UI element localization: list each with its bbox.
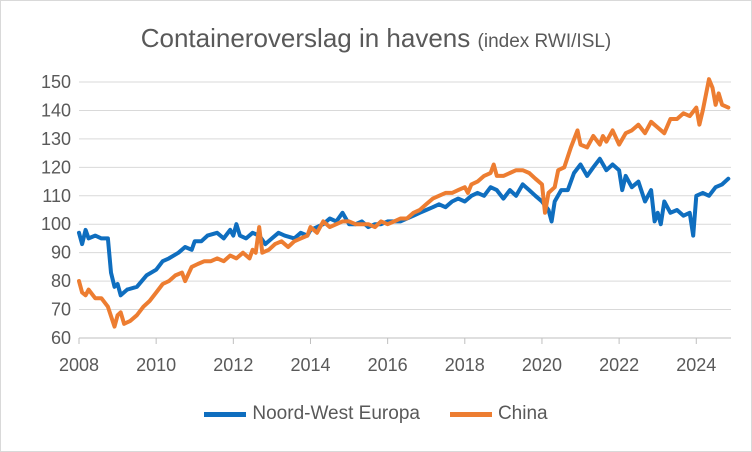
y-tick-label-60: 60 — [51, 328, 71, 348]
legend-item-china: China — [449, 403, 548, 425]
tick-labels: 60 70 80 90 100 110 120 130 140 150 2008 2010 2012 20… — [41, 72, 716, 375]
x-tick-label-2018: 2018 — [445, 355, 485, 375]
y-tick-label-110: 110 — [42, 186, 71, 206]
x-tick-label-2024: 2024 — [676, 355, 716, 375]
gridlines — [79, 81, 731, 311]
y-tick-label-150: 150 — [41, 72, 71, 92]
legend: Noord-West Europa China — [1, 403, 751, 425]
legend-swatch-noord-west-europa — [204, 411, 247, 417]
legend-label-noord-west-europa: Noord-West Europa — [252, 403, 420, 424]
x-tick-label-2016: 2016 — [368, 355, 408, 375]
x-tick-label-2008: 2008 — [59, 355, 99, 375]
x-tick-label-2022: 2022 — [599, 355, 639, 375]
line-chart: 60 70 80 90 100 110 120 130 140 150 2008 2010 2012 20… — [41, 72, 731, 375]
y-tick-label-140: 140 — [41, 100, 71, 120]
x-tick-label-2010: 2010 — [136, 355, 176, 375]
y-tick-label-70: 70 — [51, 300, 71, 320]
axes — [78, 337, 731, 344]
y-tick-label-90: 90 — [51, 243, 71, 263]
legend-swatch-china — [449, 411, 492, 417]
chart-title-text: Containeroverslag in havens — [140, 23, 471, 53]
y-tick-label-130: 130 — [41, 129, 71, 149]
y-tick-label-100: 100 — [41, 214, 71, 234]
x-tick-label-2014: 2014 — [290, 355, 330, 375]
legend-item-noord-west-europa: Noord-West Europa — [204, 403, 420, 425]
y-tick-label-80: 80 — [51, 271, 71, 291]
chart-title: Containeroverslag in havens (index RWI/I… — [1, 23, 751, 54]
series-lines — [77, 77, 731, 329]
y-tick-label-120: 120 — [41, 157, 71, 177]
x-tick-label-2020: 2020 — [522, 355, 562, 375]
series-line-china — [77, 77, 731, 329]
chart-subtitle: (index RWI/ISL) — [477, 31, 612, 52]
x-tick-label-2012: 2012 — [213, 355, 253, 375]
legend-label-china: China — [497, 403, 548, 424]
